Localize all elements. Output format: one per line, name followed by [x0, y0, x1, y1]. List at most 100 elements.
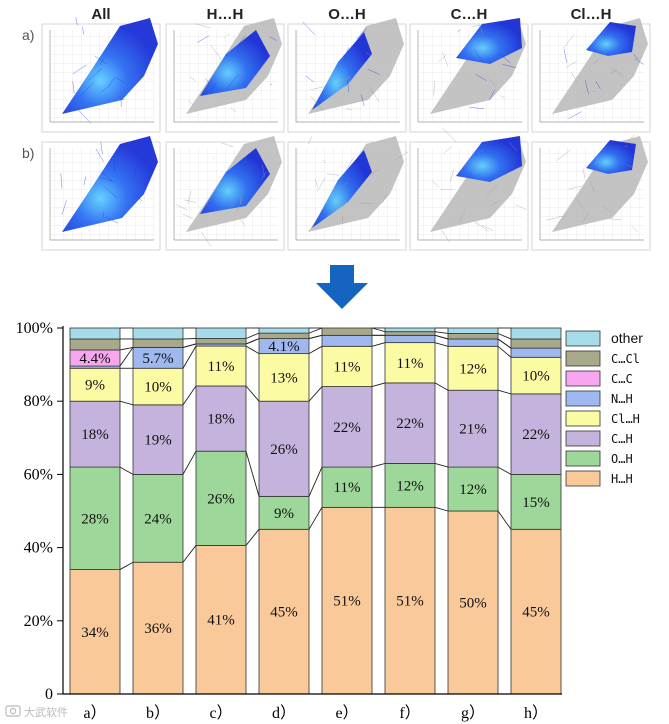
- connector-line: [434, 334, 449, 340]
- connector-line: [497, 333, 512, 340]
- connector-line: [434, 462, 449, 468]
- legend-swatch: [565, 370, 601, 387]
- legend-label: O…H: [611, 452, 633, 466]
- connector-line: [182, 545, 197, 563]
- bar-segment: [321, 386, 373, 468]
- bar-segment: [69, 400, 121, 468]
- fingerprint-plot: [41, 17, 161, 133]
- legend-label: other: [611, 330, 643, 346]
- data-label: 11%: [334, 480, 361, 496]
- connector-line: [497, 338, 512, 349]
- data-label: 9%: [274, 506, 294, 522]
- connector-line: [245, 338, 260, 345]
- data-label: 21%: [459, 422, 487, 438]
- data-label: 22%: [333, 420, 361, 436]
- data-label: 45%: [270, 605, 298, 621]
- data-label: 26%: [207, 491, 235, 507]
- data-label: 4.4%: [79, 351, 110, 367]
- data-label: 18%: [81, 427, 109, 443]
- legend-swatch: [565, 470, 601, 487]
- connector-line: [308, 466, 323, 497]
- connector-line: [308, 334, 323, 340]
- connector-line: [308, 345, 323, 355]
- fingerprint-plot: [165, 18, 285, 133]
- fingerprint-plot: [531, 134, 651, 251]
- bar-segment: [447, 389, 499, 468]
- connector-line: [245, 451, 260, 497]
- y-tick-label: 0: [45, 686, 53, 703]
- bar-segment: [195, 345, 247, 387]
- data-label: 10%: [522, 369, 550, 385]
- connector-line: [182, 450, 197, 475]
- data-label: 10%: [144, 380, 172, 396]
- bar-segment: [258, 400, 310, 497]
- bar-segment: [69, 367, 121, 402]
- bar-segment: [384, 342, 436, 384]
- connector-line: [371, 342, 386, 347]
- y-tick-label: 20%: [24, 613, 53, 630]
- data-label: 18%: [207, 412, 235, 428]
- bar-segment: [384, 334, 436, 344]
- connector-line: [434, 342, 449, 347]
- connector-line: [119, 400, 134, 406]
- data-label: 51%: [333, 594, 361, 610]
- legend-label: C…H: [611, 432, 633, 446]
- connector-line: [119, 346, 134, 351]
- data-label: 34%: [81, 625, 109, 641]
- connector-line: [245, 529, 260, 546]
- bar-segment: [132, 327, 184, 340]
- data-label: 26%: [270, 442, 298, 458]
- legend-label: H…H: [611, 472, 633, 486]
- bar-segment: [132, 561, 184, 695]
- fingerprint-column-title: All: [91, 6, 110, 23]
- bar-segment: [384, 506, 436, 695]
- connector-line: [434, 506, 449, 512]
- bar-segment: [384, 463, 436, 508]
- data-label: 4.1%: [268, 339, 299, 355]
- x-tick-label: g）: [461, 704, 485, 722]
- data-label: 11%: [334, 359, 361, 375]
- bar-segment: [195, 385, 247, 452]
- connector-line: [182, 343, 197, 348]
- y-tick-label: 60%: [24, 466, 53, 483]
- camera-icon: [5, 705, 21, 717]
- bar-segment: [384, 327, 436, 333]
- legend-swatch: [565, 450, 601, 467]
- bar-segment: [510, 327, 562, 340]
- x-tick-label: b）: [146, 704, 170, 722]
- legend-label: C…C: [611, 372, 633, 386]
- legend-swatch: [565, 430, 601, 447]
- connector-line: [497, 345, 512, 358]
- bar-segment: [447, 338, 499, 347]
- fingerprint-plot: [287, 18, 407, 133]
- legend-label: C…Cl: [611, 352, 640, 366]
- data-label: 12%: [396, 478, 424, 494]
- x-tick-label: h）: [524, 704, 548, 722]
- y-tick-label: 80%: [24, 393, 53, 410]
- legend-label: Cl…H: [611, 412, 640, 426]
- data-label: 51%: [396, 594, 424, 610]
- connector-line: [308, 507, 323, 530]
- connector-line: [245, 345, 260, 355]
- data-label: 12%: [459, 482, 487, 498]
- connector-line: [308, 386, 323, 402]
- fingerprint-plot: [531, 18, 651, 133]
- legend-swatch: [565, 330, 601, 347]
- fingerprint-row-label: a): [22, 27, 34, 43]
- data-label: 50%: [459, 596, 487, 612]
- connector-line: [119, 466, 134, 475]
- legend-swatch: [565, 390, 601, 407]
- connector-line: [245, 385, 260, 402]
- bar-segment: [447, 327, 499, 334]
- x-tick-label: d）: [272, 704, 296, 722]
- data-label: 22%: [522, 427, 550, 443]
- bar-segment: [384, 331, 436, 336]
- bar-segment: [132, 367, 184, 406]
- bar-segment: [258, 528, 310, 695]
- fingerprint-plot: [165, 136, 285, 251]
- connector-line: [434, 331, 449, 334]
- bar-segment: [195, 545, 247, 695]
- fingerprint-row-label: b): [22, 145, 34, 161]
- x-tick-label: c）: [209, 704, 232, 722]
